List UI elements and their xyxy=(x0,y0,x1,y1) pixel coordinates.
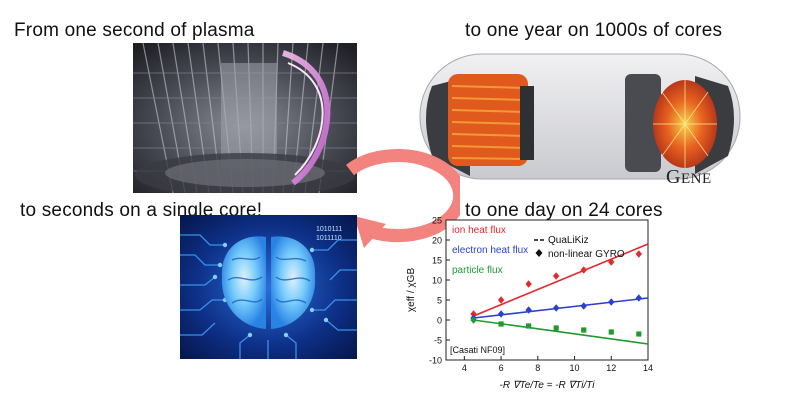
particle-flux-data-point xyxy=(470,316,477,324)
gene-logo: GENE xyxy=(666,166,712,188)
electron-heat-flux-data-point xyxy=(525,306,532,314)
citation-annotation: [Casati NF09] xyxy=(450,345,505,355)
x-tick-label: 6 xyxy=(499,363,504,373)
circuit-brain-image: 1010111 1011110 xyxy=(180,215,357,359)
y-axis-label: χeff / χGB xyxy=(406,268,417,313)
ion-heat-flux-model-line xyxy=(473,243,649,317)
legend-particle-flux: particle flux xyxy=(452,265,503,276)
electron-heat-flux-data-point xyxy=(497,310,505,318)
flux-chart: -10 -5 0 5 10 15 20 25 4 6 8 10 12 14 χeff / χGB -R … xyxy=(400,212,658,398)
x-tick-label: 10 xyxy=(570,363,580,373)
legend-electron-heat-flux: electron heat flux xyxy=(452,245,528,256)
y-tick-label: 0 xyxy=(437,316,442,326)
y-tick-label: -5 xyxy=(434,336,442,346)
x-tick-label: 8 xyxy=(535,363,540,373)
y-tick-label: 25 xyxy=(432,216,442,226)
x-tick-label: 14 xyxy=(643,363,653,373)
legend-diamond-marker xyxy=(535,249,543,257)
y-tick-label: 15 xyxy=(432,256,442,266)
ion-heat-flux-data-point xyxy=(470,310,477,318)
y-tick-label: 5 xyxy=(437,296,442,306)
x-tick-label: 12 xyxy=(606,363,616,373)
caption-day-cores: to one day on 24 cores xyxy=(465,200,663,221)
particle-flux-data-point xyxy=(581,327,587,333)
particle-flux-data-point xyxy=(608,329,614,335)
plot-frame xyxy=(445,219,649,361)
particle-flux-data-point xyxy=(553,325,559,331)
tokamak-interior-image xyxy=(133,43,357,193)
particle-flux-data-point xyxy=(498,321,504,327)
binary-text-1: 1010111 xyxy=(316,226,342,233)
legend-ion-heat-flux: ion heat flux xyxy=(452,225,506,236)
cycle-arrow-icon xyxy=(346,149,460,248)
ion-heat-flux-data-point xyxy=(525,280,532,288)
binary-text-2: 1011110 xyxy=(316,235,342,242)
x-axis-label: -R ∇Te/Te = -R ∇Ti/Ti xyxy=(500,380,596,391)
y-tick-label: -10 xyxy=(429,356,442,366)
particle-flux-data-point xyxy=(526,323,532,329)
y-tick-label: 10 xyxy=(432,276,442,286)
particle-flux-data-point xyxy=(636,331,642,337)
x-tick-label: 4 xyxy=(462,363,467,373)
caption-year-cores: to one year on 1000s of cores xyxy=(465,20,723,41)
gene-torus-simulation-image xyxy=(410,46,750,193)
legend-nonlinear-gyro: non-linear GYRO xyxy=(548,249,625,260)
legend-qualikiz: QuaLiKiz xyxy=(548,235,589,246)
y-tick-label: 20 xyxy=(432,236,442,246)
ion-heat-flux-data-point xyxy=(497,296,505,304)
caption-plasma: From one second of plasma xyxy=(14,20,255,41)
